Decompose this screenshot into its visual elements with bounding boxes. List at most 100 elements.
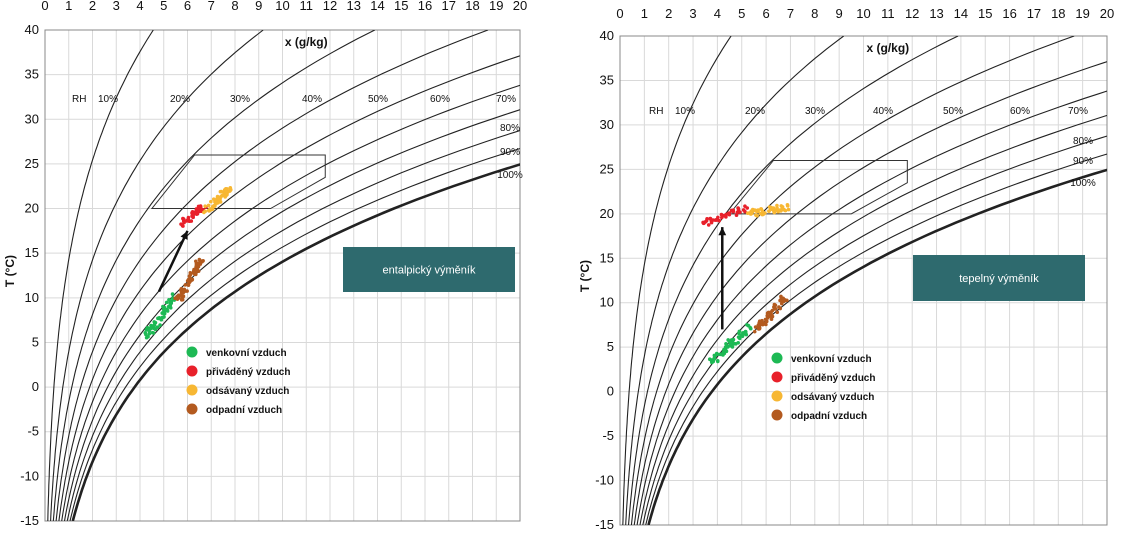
x-tick-label: 5 [160, 0, 167, 13]
y-tick-label: 10 [600, 295, 614, 310]
chart-svg-right: 0 1 2 3 4 5 6 7 8 9 10 11 12 13 14 15 16 17 18 19 2040353025… [578, 6, 1114, 532]
y-tick-label: -15 [20, 513, 39, 528]
data-point [147, 329, 151, 334]
series-0 [143, 292, 178, 340]
x-tick-label: 6 [184, 0, 191, 13]
rh-curve-100 [71, 163, 520, 521]
data-point [183, 283, 188, 287]
x-tick-label: 19 [1075, 6, 1089, 21]
data-point [193, 272, 198, 277]
data-point [785, 298, 789, 303]
rh-prefix-label: RH [72, 94, 86, 105]
data-point [779, 204, 784, 208]
rh-curve-80 [642, 135, 1107, 525]
rh-label: 40% [873, 106, 893, 117]
x-tick-label: 8 [231, 0, 238, 13]
data-point [186, 215, 191, 220]
y-axis-label: T (°C) [578, 260, 592, 292]
data-point [756, 323, 761, 327]
rh-curve-60 [61, 84, 520, 521]
x-tick-label: 15 [394, 0, 408, 13]
x-tick-label: 10 [856, 6, 870, 21]
x-tick-label: 0 [41, 0, 48, 13]
x-tick-label: 10 [275, 0, 289, 13]
data-point [162, 309, 167, 313]
data-point [193, 210, 197, 215]
x-tick-label: 2 [665, 6, 672, 21]
x-tick-label: 17 [1027, 6, 1041, 21]
x-tick-label: 20 [1100, 6, 1114, 21]
data-point [769, 317, 774, 322]
rh-label: 10% [98, 94, 118, 105]
legend-label: venkovní vzduch [206, 348, 287, 359]
legend-label: odsávaný vzduch [791, 392, 874, 403]
data-point [772, 307, 777, 311]
x-tick-label: 8 [811, 6, 818, 21]
data-point [188, 273, 193, 277]
data-point [736, 335, 741, 339]
rh-label: 30% [230, 94, 250, 105]
data-point [777, 305, 781, 309]
x-tick-label: 3 [689, 6, 696, 21]
data-point [779, 301, 784, 306]
transition-arrowhead [180, 230, 188, 240]
data-point [760, 209, 765, 213]
transition-arrowhead [718, 227, 727, 236]
data-point [748, 325, 753, 330]
plot-frame [619, 35, 1108, 526]
data-point [184, 219, 189, 223]
legend-marker [186, 365, 198, 377]
data-point [168, 306, 173, 310]
data-point [705, 216, 709, 221]
rh-label: 20% [745, 106, 765, 117]
x-tick-label: 14 [954, 6, 968, 21]
data-point [753, 325, 758, 329]
rh-curve-60 [636, 90, 1107, 525]
data-point [228, 187, 233, 192]
rh-label: 70% [496, 94, 516, 105]
data-point [196, 264, 201, 269]
data-point [219, 194, 223, 199]
x-tick-label: 19 [489, 0, 503, 13]
data-point [749, 211, 753, 216]
data-point [165, 307, 169, 312]
data-point [195, 261, 200, 266]
rh-label: 100% [1070, 178, 1096, 189]
rh-curve-20 [50, 30, 264, 521]
rh-curve-30 [52, 30, 376, 521]
data-point [707, 357, 712, 361]
exchanger-box [913, 255, 1085, 301]
y-tick-label: 10 [25, 290, 39, 305]
data-point [767, 209, 771, 213]
legend-marker [186, 403, 198, 415]
y-tick-label: 30 [600, 117, 614, 132]
x-tick-label: 18 [1051, 6, 1065, 21]
rh-curve-10 [622, 36, 732, 525]
data-point [197, 206, 201, 210]
rh-label: 90% [1073, 156, 1093, 167]
data-point [211, 197, 216, 201]
data-point [206, 203, 211, 208]
data-point [223, 190, 228, 195]
data-point [216, 197, 221, 202]
data-point [785, 204, 790, 208]
y-tick-label: -10 [20, 468, 39, 483]
data-point [764, 319, 769, 324]
series-3 [752, 294, 789, 334]
data-point [730, 345, 735, 349]
y-tick-label: 0 [32, 379, 39, 394]
exchanger-box [343, 247, 515, 292]
data-point [149, 323, 153, 328]
data-point [219, 189, 224, 194]
data-point [188, 277, 193, 281]
data-point [775, 310, 780, 315]
data-point [180, 223, 185, 228]
x-tick-label: 15 [978, 6, 992, 21]
data-point [737, 329, 742, 334]
rh-label: 80% [1073, 136, 1093, 147]
data-point [713, 218, 718, 222]
rh-label: 20% [170, 94, 190, 105]
rh-curve-50 [633, 61, 1107, 525]
data-point [192, 267, 196, 272]
plot-frame [44, 29, 521, 522]
